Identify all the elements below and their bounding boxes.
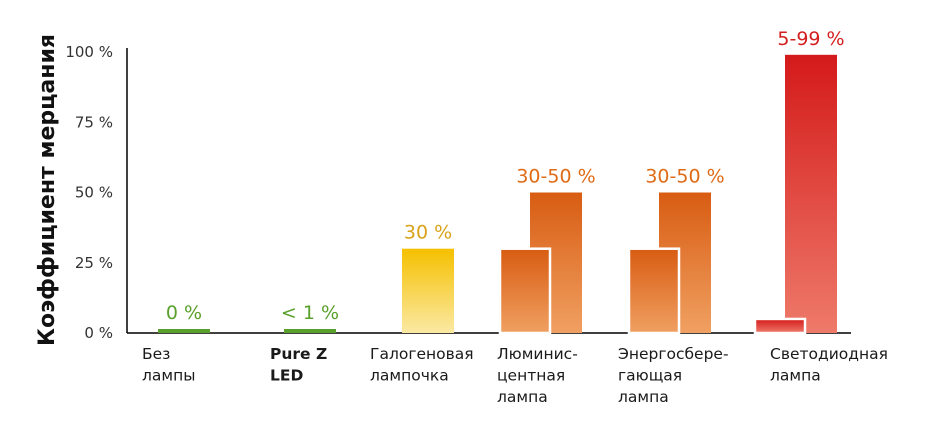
y-tick-label: 25 %: [75, 254, 113, 272]
bar: [158, 329, 210, 333]
y-tick-label: 75 %: [75, 113, 113, 131]
category-label: лампы: [142, 367, 195, 385]
category-label: Без: [142, 345, 170, 363]
category-labels: Без лампы Pure Z LED Галогеновая лампочка Люми…: [142, 345, 888, 406]
y-axis-label: Коэффициент мерцания: [35, 34, 60, 346]
value-label: 0 %: [166, 302, 202, 324]
category-label: лампа: [618, 388, 669, 406]
category-label: Светодиодная: [770, 345, 888, 363]
category-label: Галогеновая: [370, 345, 474, 363]
value-label: 30-50 %: [645, 166, 724, 188]
bar: [284, 329, 336, 333]
y-axis-ticks: 0 % 25 % 50 % 75 % 100 %: [65, 43, 113, 342]
value-labels: 0 % < 1 % 30 % 30-50 % 30-50 % 5-99 %: [166, 28, 845, 324]
category-label: центная: [497, 367, 565, 385]
bar-min: [627, 247, 681, 335]
value-label: 5-99 %: [777, 28, 844, 50]
category-label: Pure Z: [270, 345, 327, 363]
bars: [158, 54, 837, 335]
y-tick-label: 0 %: [84, 324, 113, 342]
category-label: лампа: [497, 388, 548, 406]
bar: [402, 248, 454, 333]
bar-max: [785, 54, 837, 334]
bar-min: [753, 317, 807, 335]
y-tick-label: 50 %: [75, 184, 113, 202]
category-label: лампочка: [370, 367, 449, 385]
category-label: Энергосбере-: [618, 345, 729, 363]
value-label: < 1 %: [281, 302, 339, 324]
bar-min: [498, 247, 552, 335]
value-label: 30-50 %: [516, 166, 595, 188]
category-label: Люминис-: [497, 345, 578, 363]
category-label: гающая: [618, 367, 682, 385]
y-tick-label: 100 %: [65, 43, 113, 61]
category-label: лампа: [770, 367, 821, 385]
value-label: 30 %: [404, 222, 452, 244]
category-label: LED: [270, 367, 303, 385]
